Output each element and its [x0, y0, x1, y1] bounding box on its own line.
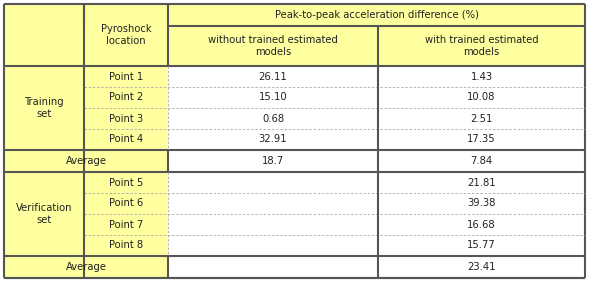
Text: 2.51: 2.51	[470, 114, 492, 124]
Text: without trained estimated
models: without trained estimated models	[208, 35, 338, 57]
Bar	[4, 66, 84, 150]
Bar	[84, 129, 168, 150]
Text: Point 6: Point 6	[109, 198, 143, 209]
Text: Pyroshock
location: Pyroshock location	[101, 24, 151, 46]
Text: Point 1: Point 1	[109, 71, 143, 81]
Bar	[168, 235, 378, 256]
Text: 1.43: 1.43	[471, 71, 492, 81]
Text: Point 3: Point 3	[109, 114, 143, 124]
Bar	[378, 193, 585, 214]
Bar	[168, 66, 378, 87]
Text: 39.38: 39.38	[467, 198, 496, 209]
Bar	[168, 193, 378, 214]
Bar	[378, 172, 585, 193]
Bar	[4, 256, 168, 278]
Bar	[378, 66, 585, 87]
Text: 26.11: 26.11	[259, 71, 287, 81]
Text: 0.68: 0.68	[262, 114, 284, 124]
Text: Training
set: Training set	[24, 97, 64, 119]
Bar	[168, 214, 378, 235]
Bar	[168, 87, 378, 108]
Text: 15.77: 15.77	[467, 241, 496, 250]
Text: Point 4: Point 4	[109, 135, 143, 144]
Bar	[4, 172, 84, 256]
Text: Peak-to-peak acceleration difference (%): Peak-to-peak acceleration difference (%)	[274, 10, 478, 20]
Text: with trained estimated
models: with trained estimated models	[425, 35, 538, 57]
Bar	[84, 66, 168, 87]
Bar	[378, 235, 585, 256]
Text: Average: Average	[65, 156, 107, 166]
Text: 15.10: 15.10	[259, 92, 287, 103]
Text: 23.41: 23.41	[467, 262, 496, 272]
Bar	[84, 193, 168, 214]
Text: Point 5: Point 5	[109, 178, 143, 187]
Text: 18.7: 18.7	[262, 156, 284, 166]
Text: 32.91: 32.91	[259, 135, 287, 144]
Bar	[4, 150, 168, 172]
Text: 21.81: 21.81	[467, 178, 496, 187]
Bar	[84, 214, 168, 235]
Bar	[168, 108, 378, 129]
Bar	[84, 172, 168, 193]
Bar	[4, 4, 585, 26]
Text: 17.35: 17.35	[467, 135, 496, 144]
Bar	[168, 172, 378, 193]
Bar	[378, 87, 585, 108]
Bar	[4, 26, 585, 66]
Bar	[168, 150, 378, 172]
Bar	[168, 256, 378, 278]
Text: Verification
set: Verification set	[16, 203, 72, 225]
Bar	[378, 256, 585, 278]
Text: Point 2: Point 2	[109, 92, 143, 103]
Text: 16.68: 16.68	[467, 219, 496, 230]
Text: Average: Average	[65, 262, 107, 272]
Text: 7.84: 7.84	[471, 156, 492, 166]
Text: Point 7: Point 7	[109, 219, 143, 230]
Bar	[378, 129, 585, 150]
Bar	[168, 129, 378, 150]
Text: Point 8: Point 8	[109, 241, 143, 250]
Bar	[84, 108, 168, 129]
Bar	[84, 235, 168, 256]
Bar	[84, 87, 168, 108]
Text: 10.08: 10.08	[467, 92, 496, 103]
Bar	[378, 150, 585, 172]
Bar	[378, 214, 585, 235]
Bar	[378, 108, 585, 129]
